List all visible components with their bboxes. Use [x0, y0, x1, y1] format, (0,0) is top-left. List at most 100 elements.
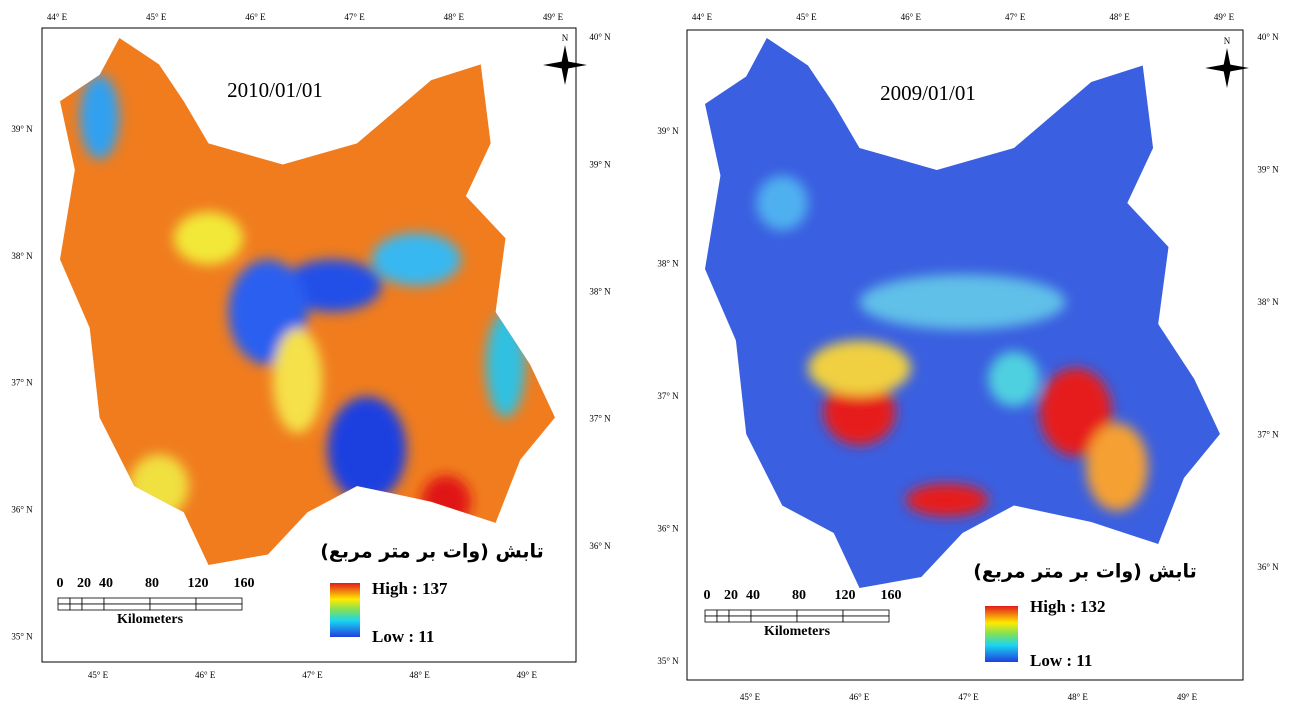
scale-box — [842, 609, 890, 617]
top-tick-label: 47° E — [344, 12, 365, 22]
raster-patch — [79, 74, 120, 160]
top-tick-label: 47° E — [1005, 12, 1026, 22]
left-tick-label: 36° N — [657, 524, 679, 534]
scale-label: 40 — [99, 576, 113, 591]
top-tick-label: 45° E — [796, 12, 817, 22]
scale-box — [728, 609, 752, 617]
legend-high: High : 137 — [372, 579, 448, 598]
scale-box — [716, 609, 730, 617]
north-arrow — [1205, 64, 1249, 72]
left-tick-label: 38° N — [657, 259, 679, 269]
top-tick-label: 46° E — [901, 12, 922, 22]
bottom-tick-label: 49° E — [517, 670, 538, 680]
right-tick-label: 39° N — [589, 159, 611, 169]
legend-low: Low : 11 — [372, 627, 434, 646]
bottom-tick-label: 47° E — [302, 670, 323, 680]
bottom-tick-label: 46° E — [195, 670, 216, 680]
scale-label: 80 — [145, 576, 159, 591]
left-tick-label: 35° N — [11, 631, 33, 641]
bottom-tick-label: 46° E — [849, 692, 870, 702]
scale-box — [750, 615, 798, 623]
left-tick-label: 37° N — [11, 378, 33, 388]
north-arrow — [543, 61, 587, 69]
raster-patch — [1039, 368, 1112, 456]
scale-unit: Kilometers — [764, 624, 831, 639]
scale-box — [716, 615, 730, 623]
scale-box — [69, 603, 83, 611]
raster-patch — [371, 232, 461, 286]
raster-patch — [129, 454, 189, 518]
scale-label: 80 — [792, 588, 806, 603]
left-tick-label: 38° N — [11, 251, 33, 261]
legend-ramp — [330, 583, 360, 637]
scale-box — [149, 603, 197, 611]
scale-box — [69, 597, 83, 605]
map-frame — [686, 29, 1244, 681]
map-panel: 44° E 45° E 46° E 47° E 48° E 49° E 45° E 46° E… — [11, 12, 611, 680]
scale-box — [81, 603, 105, 611]
raster-patch — [485, 312, 526, 418]
legend-low: Low : 11 — [1030, 651, 1092, 670]
right-tick-label: 40° N — [1257, 32, 1279, 42]
scale-box — [57, 603, 71, 611]
scale-box — [103, 597, 151, 605]
scale-unit: Kilometers — [117, 612, 184, 627]
scale-box — [750, 609, 798, 617]
top-tick-label: 44° E — [692, 12, 713, 22]
scale-box — [796, 609, 844, 617]
scale-box — [842, 615, 890, 623]
left-tick-label: 35° N — [657, 656, 679, 666]
legend-ramp — [985, 606, 1018, 662]
scale-box — [704, 609, 718, 617]
right-tick-label: 38° N — [1257, 297, 1279, 307]
scale-label: 0 — [57, 576, 64, 591]
top-tick-label: 48° E — [1109, 12, 1130, 22]
scale-label: 20 — [77, 576, 91, 591]
top-tick-label: 49° E — [543, 12, 564, 22]
raster-patch — [808, 340, 911, 396]
scale-label: 40 — [746, 588, 760, 603]
scale-label: 160 — [234, 576, 255, 591]
raster-patch — [282, 259, 382, 313]
scale-box — [103, 603, 151, 611]
scale-box — [195, 597, 243, 605]
scale-label: 120 — [835, 588, 856, 603]
legend-title: تابش (وات بر متر مربع) — [320, 541, 544, 563]
scale-label: 20 — [724, 588, 738, 603]
right-tick-label: 37° N — [589, 414, 611, 424]
north-label: N — [562, 33, 569, 43]
scale-label: 0 — [704, 588, 711, 603]
raster-patch — [173, 211, 244, 265]
top-tick-label: 44° E — [47, 12, 68, 22]
legend-title: تابش (وات بر متر مربع) — [973, 561, 1197, 583]
right-tick-label: 37° N — [1257, 430, 1279, 440]
right-tick-label: 36° N — [1257, 562, 1279, 572]
scale-box — [81, 597, 105, 605]
bottom-tick-label: 48° E — [1068, 692, 1089, 702]
scale-label: 120 — [188, 576, 209, 591]
scale-box — [704, 615, 718, 623]
scale-box — [149, 597, 197, 605]
left-tick-label: 39° N — [657, 126, 679, 136]
raster-patch — [327, 396, 407, 502]
scale-box — [728, 615, 752, 623]
right-tick-label: 39° N — [1257, 165, 1279, 175]
right-tick-label: 40° N — [589, 32, 611, 42]
right-tick-label: 36° N — [589, 541, 611, 551]
north-label: N — [1224, 36, 1231, 46]
scale-box — [57, 597, 71, 605]
date-label: 2010/01/01 — [227, 78, 323, 102]
legend-high: High : 132 — [1030, 597, 1106, 616]
top-tick-label: 45° E — [146, 12, 167, 22]
top-tick-label: 49° E — [1214, 12, 1235, 22]
bottom-tick-label: 45° E — [88, 670, 109, 680]
raster-patch — [823, 379, 896, 445]
left-tick-label: 36° N — [11, 504, 33, 514]
top-tick-label: 46° E — [245, 12, 266, 22]
raster-patch — [756, 175, 808, 231]
raster-patch — [272, 327, 323, 434]
raster-patch — [1086, 423, 1148, 511]
bottom-tick-label: 49° E — [1177, 692, 1198, 702]
map-panel: 44° E 45° E 46° E 47° E 48° E 49° E 45° E 46° E… — [657, 12, 1279, 702]
